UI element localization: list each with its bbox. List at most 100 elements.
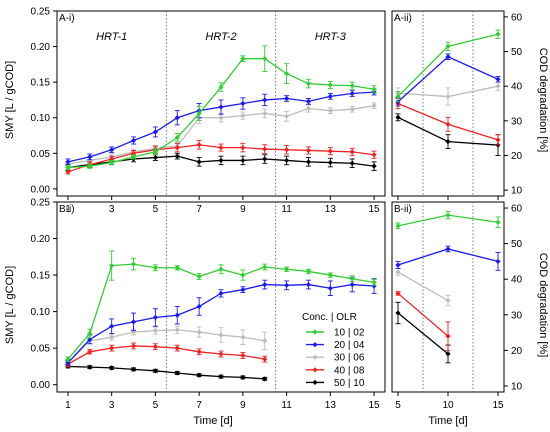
b-i-data-point	[196, 273, 202, 280]
a-i-data-point	[327, 93, 333, 99]
b-i-data-point	[240, 374, 246, 380]
b-i-data-point	[174, 327, 180, 333]
b-i-y-tick-label: 0.25	[31, 198, 51, 209]
a-i-data-point	[196, 159, 202, 165]
a-i-x-tick-label: 7	[196, 204, 202, 215]
b-ii-data-point	[495, 258, 501, 265]
legend-label-2: 20 | 04	[334, 340, 365, 351]
b-i-data-point	[87, 330, 93, 337]
a-i-data-point	[65, 164, 71, 171]
a-i-data-point	[240, 100, 246, 107]
a-ii-y-tick-label: 10	[511, 186, 523, 197]
b-i-plot-frame	[56, 201, 386, 393]
b-i-series-line	[67, 345, 265, 365]
a-i-plot-frame	[56, 10, 386, 197]
b-ii-data-point	[445, 297, 451, 304]
a-i-data-point	[371, 163, 377, 169]
y-label-left-bottom: SMY [L / gCOD]	[4, 266, 16, 344]
b-i-data-point	[130, 366, 137, 372]
a-i-y-tick-label: 0.00	[31, 184, 51, 195]
b-i-x-tick-label: 11	[281, 400, 292, 411]
b-ii-panel-title: B-ii)	[394, 204, 412, 215]
a-i-phase-label-3: HRT-3	[315, 31, 347, 43]
y-label-right-bottom: COD degradation [%]	[537, 253, 549, 358]
b-i-series-50-10	[65, 363, 268, 382]
b-i-data-point	[349, 281, 355, 288]
a-ii-data-point	[445, 43, 451, 49]
a-i-data-point	[284, 147, 290, 153]
b-i-x-tick-label: 13	[325, 400, 337, 411]
a-i-data-point	[87, 163, 93, 169]
a-i-data-point	[109, 159, 115, 166]
a-i-data-point	[65, 159, 71, 165]
a-i-y-tick-label: 0.15	[31, 78, 51, 89]
b-i-series-30-06	[65, 325, 268, 366]
a-i-data-point	[130, 154, 137, 160]
b-i-data-point	[130, 343, 137, 349]
a-i-phase-label-1: HRT-1	[96, 31, 127, 43]
b-i-series-40-08	[65, 342, 268, 367]
a-i-data-point	[284, 157, 290, 164]
b-i-data-point	[87, 349, 93, 355]
b-i-data-point	[240, 272, 246, 278]
a-i-series-10-02	[65, 45, 377, 171]
a-i-data-point	[218, 115, 224, 121]
b-ii-data-point	[445, 333, 451, 339]
a-i-x-tick-label: 11	[281, 204, 292, 215]
b-i-data-point	[327, 285, 333, 291]
b-i-x-tick-label: 15	[369, 400, 381, 411]
a-i-data-point	[218, 157, 224, 164]
b-i-data-point	[152, 328, 158, 334]
a-i-data-point	[240, 145, 246, 151]
legend-label-3: 30 | 06	[334, 353, 365, 364]
b-i-data-point	[240, 287, 246, 293]
a-i-y-tick-label: 0.05	[31, 149, 51, 160]
b-ii-data-point	[395, 269, 401, 275]
y-label-left-top: SMY [L / gCOD]	[4, 61, 16, 139]
b-i-data-point	[65, 356, 71, 362]
a-i-data-point	[152, 129, 158, 135]
a-i-data-point	[240, 112, 246, 119]
legend-marker-1	[312, 329, 318, 335]
a-ii-series-20-04	[395, 53, 501, 107]
b-ii-series-20-04	[395, 245, 501, 271]
b-ii-series-10-02	[395, 211, 501, 230]
b-i-data-point	[174, 265, 180, 271]
b-i-x-tick-label: 1	[65, 400, 71, 411]
legend-title: Conc. | OLR	[302, 312, 357, 323]
a-i-data-point	[196, 110, 202, 117]
b-i-y-tick-label: 0.15	[31, 271, 51, 282]
b-i-data-point	[240, 352, 246, 359]
a-i-data-point	[284, 95, 290, 102]
a-ii-y-tick-label: 50	[511, 47, 523, 58]
a-ii-data-point	[495, 31, 501, 37]
b-i-data-point	[218, 351, 224, 357]
a-ii-y-tick-label: 30	[511, 116, 523, 127]
a-i-data-point	[65, 169, 71, 175]
b-i-x-tick-label: 9	[240, 400, 246, 411]
b-ii-data-point	[395, 223, 401, 229]
b-i-data-point	[305, 268, 312, 275]
b-i-data-point	[109, 323, 115, 329]
a-i-data-point	[174, 145, 180, 151]
b-ii-y-tick-label: 10	[511, 381, 523, 392]
b-i-data-point	[130, 329, 137, 335]
a-i-data-point	[196, 142, 202, 148]
a-ii-data-point	[445, 54, 451, 60]
a-ii-data-point	[445, 121, 451, 127]
b-i-series-10-02	[65, 250, 377, 362]
b-i-data-point	[262, 264, 268, 270]
a-i-phase-label-2: HRT-2	[205, 31, 236, 43]
b-ii-data-point	[445, 246, 451, 252]
b-ii-x-tick-label: 5	[395, 400, 401, 411]
b-i-series-line	[67, 365, 265, 380]
a-i-y-tick-label: 0.10	[31, 113, 51, 124]
a-i-x-tick-label: 13	[325, 204, 337, 215]
a-i-data-point	[130, 137, 137, 144]
b-i-data-point	[262, 338, 268, 344]
a-i-series-20-04	[65, 88, 377, 166]
a-ii-data-point	[495, 83, 501, 89]
b-i-series-line	[67, 329, 265, 364]
b-i-y-tick-label: 0.05	[31, 344, 51, 355]
